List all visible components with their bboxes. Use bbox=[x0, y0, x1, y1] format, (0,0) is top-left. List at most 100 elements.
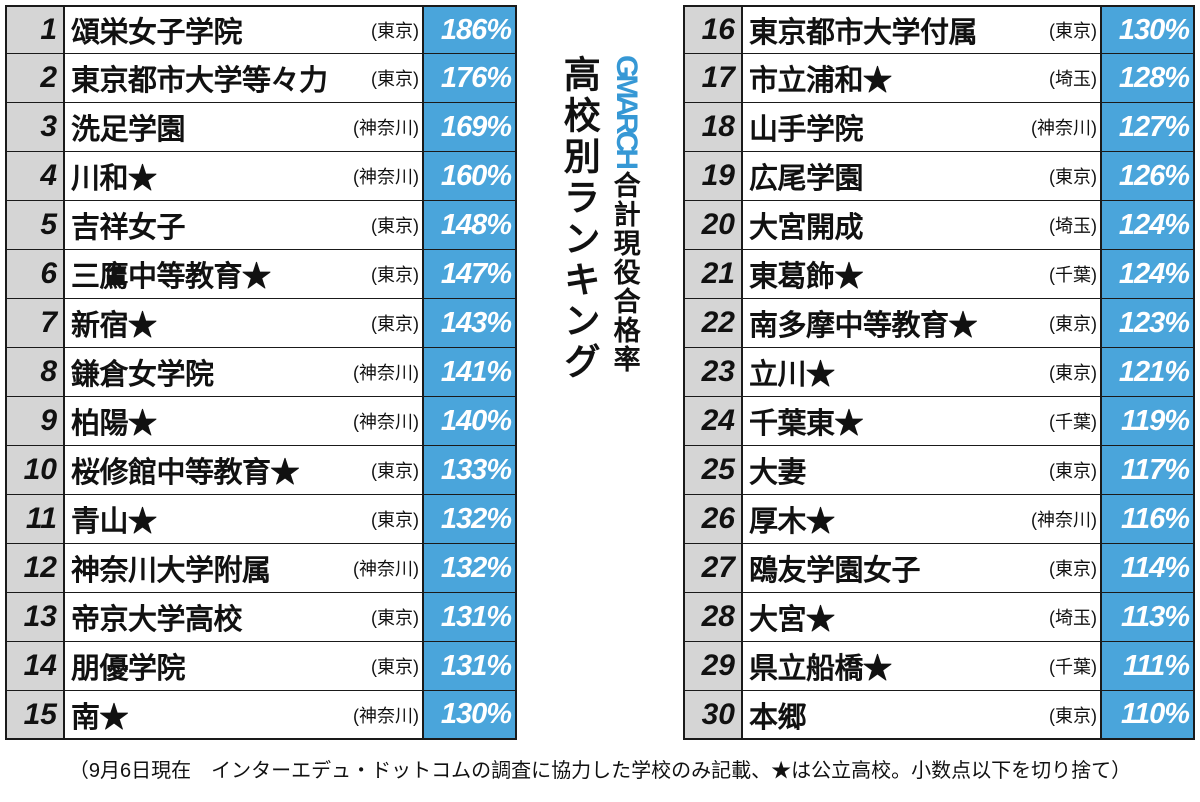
percent-cell: 116% bbox=[1100, 495, 1195, 543]
ranking-left-column: 1頌栄女子学院(東京)186%2東京都市大学等々力(東京)176%3洗足学園(神… bbox=[5, 5, 517, 740]
school-cell: 東葛飾★ bbox=[743, 250, 1020, 298]
rank-cell: 22 bbox=[685, 299, 743, 347]
table-row: 20大宮開成(埼玉)124% bbox=[685, 201, 1195, 250]
percent-cell: 131% bbox=[422, 593, 517, 641]
prefecture-cell: (神奈川) bbox=[342, 397, 422, 445]
rank-cell: 12 bbox=[7, 544, 65, 592]
table-row: 28大宮★(埼玉)113% bbox=[685, 593, 1195, 642]
school-cell: 神奈川大学附属 bbox=[65, 544, 342, 592]
school-cell: 県立船橋★ bbox=[743, 642, 1020, 690]
table-row: 3洗足学園(神奈川)169% bbox=[7, 103, 517, 152]
percent-cell: 111% bbox=[1100, 642, 1195, 690]
prefecture-cell: (神奈川) bbox=[342, 103, 422, 151]
percent-cell: 186% bbox=[422, 7, 517, 53]
school-cell: 洗足学園 bbox=[65, 103, 342, 151]
percent-cell: 113% bbox=[1100, 593, 1195, 641]
rank-cell: 16 bbox=[685, 7, 743, 53]
prefecture-cell: (東京) bbox=[1020, 691, 1100, 738]
table-row: 25大妻(東京)117% bbox=[685, 446, 1195, 495]
school-cell: 鎌倉女学院 bbox=[65, 348, 342, 396]
prefecture-cell: (埼玉) bbox=[1020, 593, 1100, 641]
table-row: 2東京都市大学等々力(東京)176% bbox=[7, 54, 517, 103]
table-row: 26厚木★(神奈川)116% bbox=[685, 495, 1195, 544]
prefecture-cell: (埼玉) bbox=[1020, 201, 1100, 249]
prefecture-cell: (東京) bbox=[342, 495, 422, 543]
table-row: 7新宿★(東京)143% bbox=[7, 299, 517, 348]
prefecture-cell: (東京) bbox=[1020, 348, 1100, 396]
rank-cell: 29 bbox=[685, 642, 743, 690]
rank-cell: 30 bbox=[685, 691, 743, 738]
table-row: 11青山★(東京)132% bbox=[7, 495, 517, 544]
table-row: 10桜修館中等教育★(東京)133% bbox=[7, 446, 517, 495]
rank-cell: 10 bbox=[7, 446, 65, 494]
table-row: 29県立船橋★(千葉)111% bbox=[685, 642, 1195, 691]
rank-cell: 15 bbox=[7, 691, 65, 738]
percent-cell: 148% bbox=[422, 201, 517, 249]
table-row: 9柏陽★(神奈川)140% bbox=[7, 397, 517, 446]
prefecture-cell: (東京) bbox=[342, 593, 422, 641]
rank-cell: 13 bbox=[7, 593, 65, 641]
school-cell: 青山★ bbox=[65, 495, 342, 543]
prefecture-cell: (神奈川) bbox=[342, 152, 422, 200]
percent-cell: 110% bbox=[1100, 691, 1195, 738]
table-row: 27鴎友学園女子(東京)114% bbox=[685, 544, 1195, 593]
percent-cell: 130% bbox=[1100, 7, 1195, 53]
school-cell: 帝京大学高校 bbox=[65, 593, 342, 641]
school-cell: 柏陽★ bbox=[65, 397, 342, 445]
school-cell: 東京都市大学等々力 bbox=[65, 54, 342, 102]
prefecture-cell: (東京) bbox=[342, 250, 422, 298]
percent-cell: 126% bbox=[1100, 152, 1195, 200]
school-cell: 新宿★ bbox=[65, 299, 342, 347]
title-main: 高校別ランキング bbox=[556, 55, 600, 383]
prefecture-cell: (神奈川) bbox=[1020, 495, 1100, 543]
school-cell: 大宮開成 bbox=[743, 201, 1020, 249]
rank-cell: 19 bbox=[685, 152, 743, 200]
table-row: 17市立浦和★(埼玉)128% bbox=[685, 54, 1195, 103]
school-cell: 頌栄女子学院 bbox=[65, 7, 342, 53]
prefecture-cell: (東京) bbox=[1020, 299, 1100, 347]
rank-cell: 9 bbox=[7, 397, 65, 445]
rank-cell: 23 bbox=[685, 348, 743, 396]
title-gmarch: GMARCH bbox=[608, 55, 644, 166]
title-column: GMARCH 合計現役合格率 高校別ランキング bbox=[517, 5, 683, 740]
percent-cell: 128% bbox=[1100, 54, 1195, 102]
prefecture-cell: (千葉) bbox=[1020, 250, 1100, 298]
prefecture-cell: (千葉) bbox=[1020, 397, 1100, 445]
school-cell: 大妻 bbox=[743, 446, 1020, 494]
table-row: 16東京都市大学付属(東京)130% bbox=[685, 5, 1195, 54]
school-cell: 川和★ bbox=[65, 152, 342, 200]
school-cell: 市立浦和★ bbox=[743, 54, 1020, 102]
percent-cell: 140% bbox=[422, 397, 517, 445]
prefecture-cell: (東京) bbox=[342, 7, 422, 53]
table-row: 23立川★(東京)121% bbox=[685, 348, 1195, 397]
prefecture-cell: (東京) bbox=[1020, 446, 1100, 494]
prefecture-cell: (東京) bbox=[342, 54, 422, 102]
percent-cell: 121% bbox=[1100, 348, 1195, 396]
percent-cell: 132% bbox=[422, 495, 517, 543]
rank-cell: 4 bbox=[7, 152, 65, 200]
school-cell: 広尾学園 bbox=[743, 152, 1020, 200]
prefecture-cell: (神奈川) bbox=[342, 691, 422, 738]
table-row: 21東葛飾★(千葉)124% bbox=[685, 250, 1195, 299]
percent-cell: 133% bbox=[422, 446, 517, 494]
table-row: 12神奈川大学附属(神奈川)132% bbox=[7, 544, 517, 593]
table-row: 13帝京大学高校(東京)131% bbox=[7, 593, 517, 642]
school-cell: 吉祥女子 bbox=[65, 201, 342, 249]
footnote-text: （9月6日現在 インターエデュ・ドットコムの調査に協力した学校のみ記載、★は公立… bbox=[0, 740, 1200, 783]
rank-cell: 21 bbox=[685, 250, 743, 298]
school-cell: 厚木★ bbox=[743, 495, 1020, 543]
percent-cell: 114% bbox=[1100, 544, 1195, 592]
prefecture-cell: (神奈川) bbox=[342, 544, 422, 592]
school-cell: 本郷 bbox=[743, 691, 1020, 738]
ranking-container: 1頌栄女子学院(東京)186%2東京都市大学等々力(東京)176%3洗足学園(神… bbox=[0, 0, 1200, 740]
rank-cell: 5 bbox=[7, 201, 65, 249]
rank-cell: 28 bbox=[685, 593, 743, 641]
school-cell: 朋優学院 bbox=[65, 642, 342, 690]
school-cell: 桜修館中等教育★ bbox=[65, 446, 342, 494]
table-row: 15南★(神奈川)130% bbox=[7, 691, 517, 740]
table-row: 4川和★(神奈川)160% bbox=[7, 152, 517, 201]
title-wrap: GMARCH 合計現役合格率 高校別ランキング bbox=[556, 55, 644, 383]
table-row: 30本郷(東京)110% bbox=[685, 691, 1195, 740]
school-cell: 立川★ bbox=[743, 348, 1020, 396]
rank-cell: 8 bbox=[7, 348, 65, 396]
